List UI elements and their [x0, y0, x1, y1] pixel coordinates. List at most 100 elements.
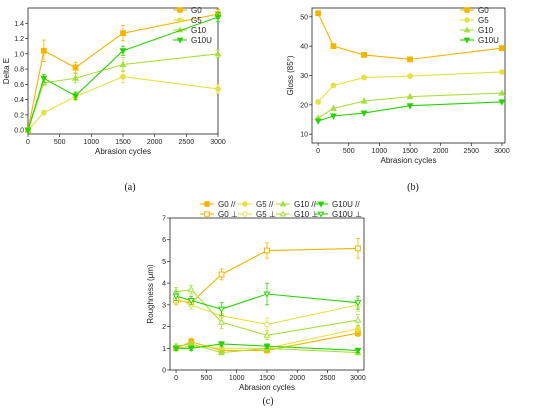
data-point [360, 97, 368, 104]
data-point [263, 291, 271, 298]
legend-label: G10 ⊥ [294, 210, 318, 219]
data-point [119, 60, 127, 68]
x-tick-label: 2000 [433, 148, 449, 155]
y-tick-label: 0.2 [14, 112, 24, 119]
y-tick-label: 1.0 [14, 51, 24, 58]
series-g10u- [172, 282, 362, 317]
legend-label: G5 ⊥ [256, 210, 276, 219]
y-tick-label: 0.6 [14, 82, 24, 89]
y-tick-label: 50 [300, 14, 308, 21]
y-tick-label: 4 [162, 281, 166, 288]
legend-marker [317, 211, 325, 218]
x-tick-label: 1500 [115, 139, 131, 146]
x-tick-label: 2500 [464, 148, 480, 155]
legend-label: G10U // [332, 200, 360, 209]
data-point [218, 318, 226, 325]
chart-panel-1: 0 500 1000 1500 2000 2500 3000 0.0 0.2 0.4 0.6 0.8 1… [2, 6, 226, 193]
legend-label: G0 ⊥ [218, 210, 238, 219]
x-tick-label: 1500 [259, 375, 275, 382]
data-point [406, 103, 414, 110]
y-tick-label: 1.2 [14, 36, 24, 43]
legend-marker [204, 211, 210, 217]
data-point [498, 89, 506, 96]
y-tick-label: 2 [162, 324, 166, 331]
legend-label: G5 // [256, 200, 274, 209]
data-point [499, 69, 505, 75]
data-point [187, 285, 195, 293]
series-g10u [24, 12, 222, 134]
data-point [498, 99, 506, 106]
legend-item: G0 ⊥ [200, 210, 238, 219]
legend-marker [279, 200, 287, 207]
data-point [218, 271, 225, 278]
series-g10 [314, 89, 506, 121]
panel-caption: (b) [407, 182, 419, 193]
data-point [263, 343, 271, 350]
y-axis-label: Roughness (μm) [146, 264, 155, 324]
data-point [119, 48, 127, 55]
x-tick-label: 1000 [229, 375, 245, 382]
data-point [406, 92, 414, 100]
series-g5 [315, 69, 505, 105]
y-tick-label: 0.8 [14, 67, 24, 74]
legend-marker [317, 201, 325, 208]
legend-item: G10 ⊥ [276, 210, 318, 219]
legend-marker [464, 17, 470, 23]
data-point [187, 345, 195, 353]
x-tick-label: 1500 [402, 148, 418, 155]
legend-item: G10U [460, 36, 499, 45]
x-tick-label: 3000 [210, 139, 226, 146]
legend-item: G5 [173, 16, 202, 25]
legend-label: G5 [191, 16, 202, 25]
x-tick-label: 500 [201, 375, 213, 382]
series-g5 [25, 70, 221, 134]
y-tick-label: 1 [162, 346, 166, 353]
legend-item: G0 [173, 6, 202, 15]
y-tick-label: 20 [300, 102, 308, 109]
data-point [361, 52, 367, 58]
data-point [40, 75, 48, 83]
x-tick-label: 3000 [350, 375, 366, 382]
x-axis-label: Abrasion cycles [380, 156, 436, 165]
data-point [499, 45, 505, 52]
data-point [361, 74, 367, 81]
data-point [355, 245, 361, 252]
y-tick-label: 7 [162, 216, 166, 223]
data-point [218, 341, 226, 348]
chart-panel-2: 0 500 1000 1500 2000 2500 3000 10 20 30 40 50 Abrasi… [286, 6, 510, 193]
x-tick-label: 0 [174, 375, 178, 382]
data-point [187, 297, 195, 305]
data-point [354, 300, 362, 307]
data-point [355, 325, 361, 332]
legend-item: G10 // [276, 200, 317, 209]
data-point [354, 316, 362, 323]
data-point [330, 43, 337, 50]
x-tick-label: 2500 [320, 375, 336, 382]
data-point [214, 14, 222, 21]
legend-item: G5 // [238, 200, 274, 209]
legend-label: G0 [478, 6, 489, 15]
legend-label: G10U [478, 36, 499, 45]
data-point [264, 247, 270, 254]
legend-marker [176, 37, 184, 44]
legend-item: G0 [460, 6, 489, 15]
data-point [407, 56, 413, 63]
legend-label: G0 [191, 6, 202, 15]
y-tick-label: 30 [300, 73, 308, 80]
data-point [120, 30, 126, 37]
series-g10- [172, 284, 362, 341]
legend-marker [242, 201, 248, 207]
data-point [407, 73, 413, 79]
y-tick-label: 0.0 [14, 128, 24, 135]
legend-marker [463, 26, 471, 33]
data-point [329, 104, 337, 111]
legend-marker [242, 211, 248, 217]
panel-caption: (c) [262, 396, 273, 407]
y-axis-label: Delta E [2, 58, 11, 84]
data-point [172, 345, 180, 353]
legend-label: G5 [478, 16, 489, 25]
y-tick-label: 1.4 [14, 21, 24, 28]
x-tick-label: 2500 [179, 139, 195, 146]
panel-caption: (a) [124, 182, 135, 193]
